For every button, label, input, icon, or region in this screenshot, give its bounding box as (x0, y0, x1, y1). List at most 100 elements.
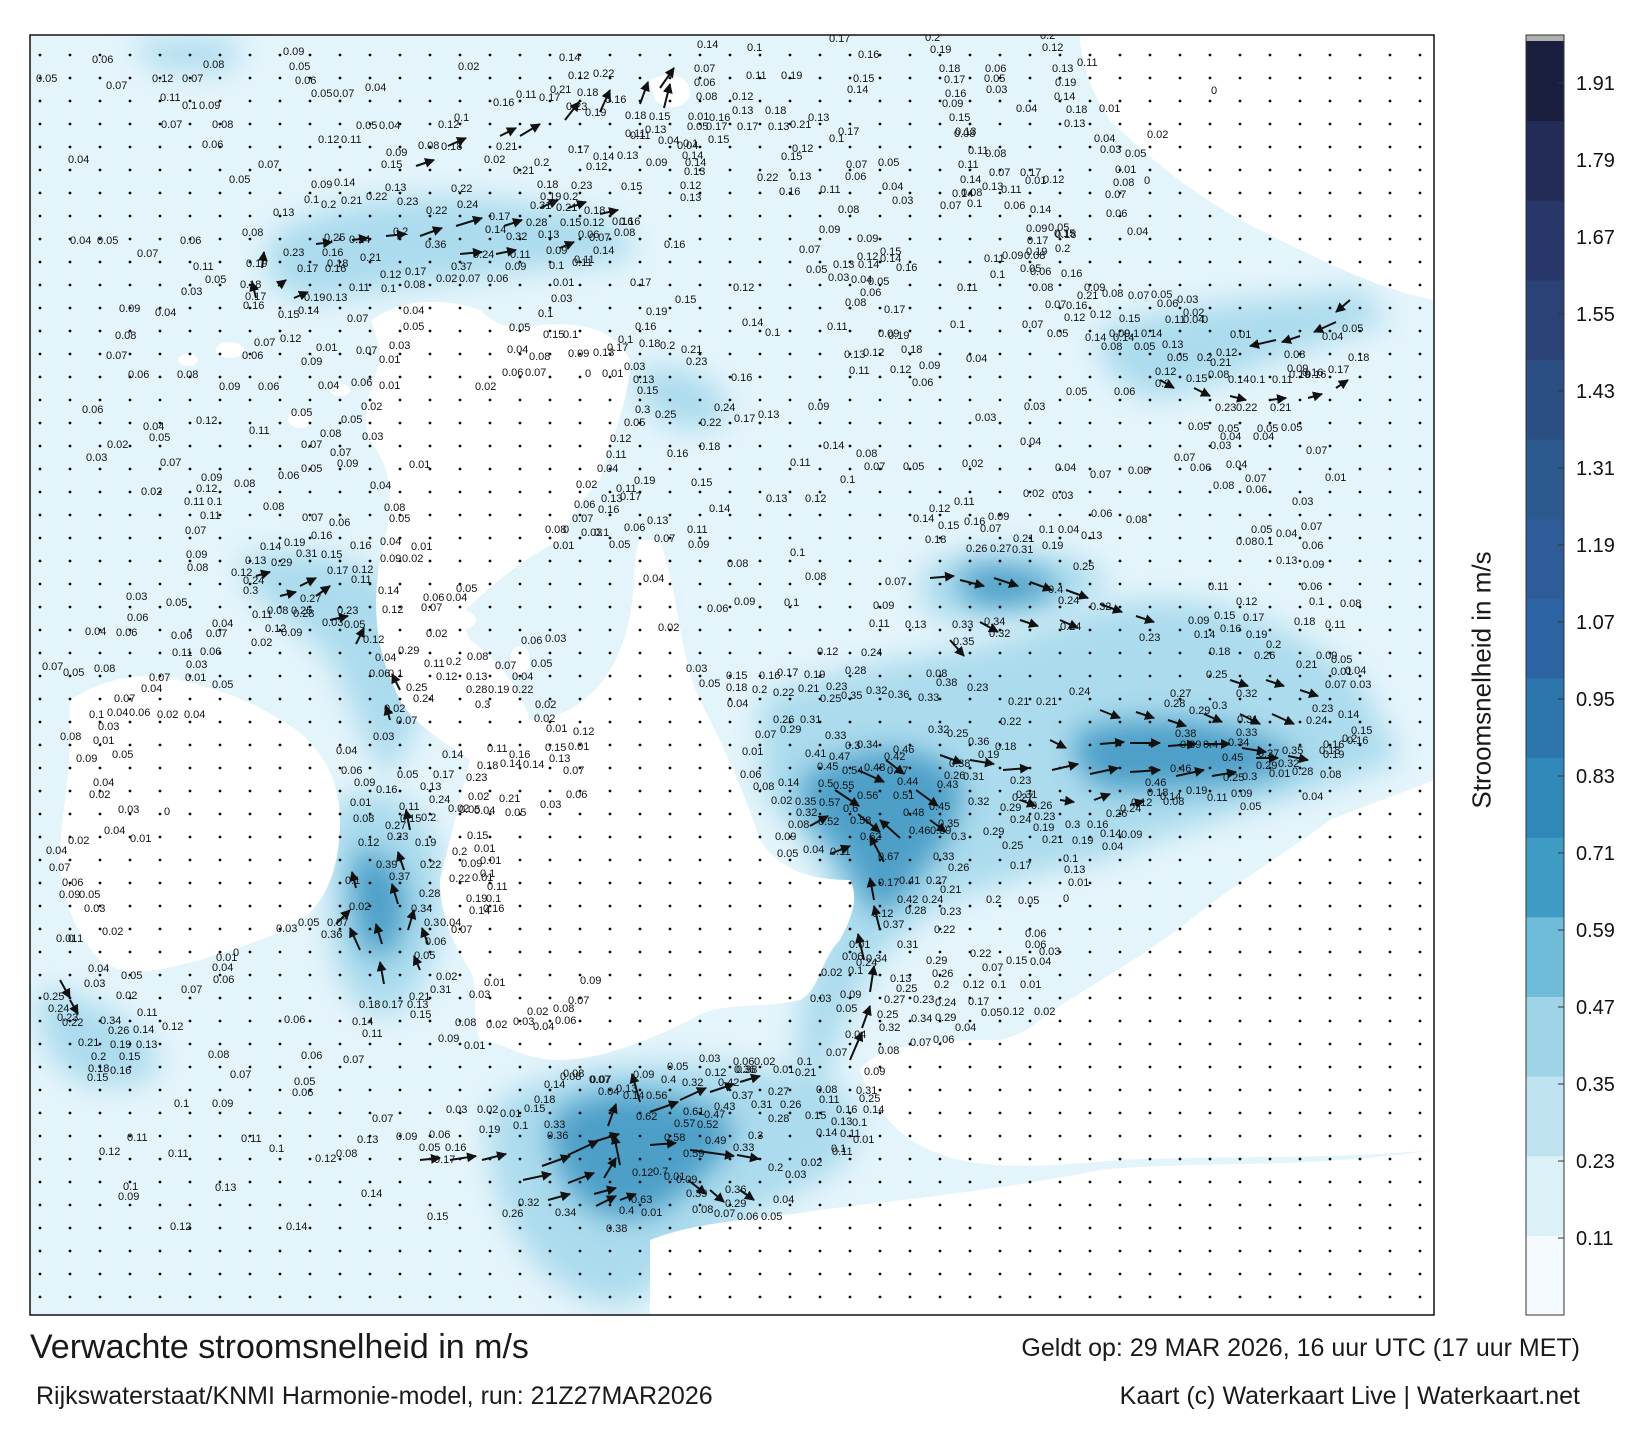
speed-label: 0.01 (664, 1171, 685, 1183)
speed-label: 0.2 (986, 894, 1001, 906)
speed-label: 0.06 (292, 1087, 313, 1099)
speed-label: 0.09 (1121, 829, 1142, 841)
colorbar-tick-label: 0.35 (1576, 1074, 1615, 1096)
speed-label: 0.07 (356, 345, 377, 357)
speed-label: 0.14 (1160, 791, 1181, 803)
speed-label: 0.52 (697, 1119, 718, 1131)
speed-label: 0.22 (449, 873, 470, 885)
current-arrow (1241, 745, 1267, 756)
speed-label: 0.02 (475, 381, 496, 393)
speed-label: 0.17 (539, 92, 560, 104)
speed-label: 0.14 (847, 84, 868, 96)
speed-label: 0.25 (1223, 772, 1244, 784)
colorbar-tick-label: 0.83 (1576, 766, 1615, 788)
speed-label: 0.09 (808, 401, 829, 413)
speed-label: 0.36 (734, 1064, 755, 1076)
speed-label: 0.05 (166, 597, 187, 609)
speed-label: 0.08 (384, 502, 405, 514)
speed-label: 0.16 (709, 112, 730, 124)
speed-label: 0.28 (905, 905, 926, 917)
speed-label: 0.14 (485, 224, 506, 236)
colorbar-band (1526, 1155, 1564, 1236)
speed-label: 0.04 (1345, 665, 1366, 677)
land-great-britain-north (365, 301, 630, 640)
speed-label: 0.21 (1008, 696, 1029, 708)
speed-label: 0.06 (502, 367, 523, 379)
speed-label: 0.1 (840, 474, 855, 486)
speed-label: 0.12 (573, 726, 594, 738)
current-arrow (329, 613, 349, 623)
speed-label: 0.12 (857, 251, 878, 263)
speed-label: 0.11 (1077, 57, 1098, 69)
speed-label: 0.05 (981, 1007, 1002, 1019)
speed-label: 0.16 (311, 530, 332, 542)
speed-label: 0.14 (682, 150, 703, 162)
speed-label: 0.4 (1048, 584, 1063, 596)
current-arrow (503, 218, 523, 228)
speed-label: 0.46 (1145, 777, 1166, 789)
speed-label: 0.15 (1119, 313, 1140, 325)
speed-label: 0.06 (1004, 200, 1025, 212)
speed-label: 0.24 (48, 1003, 69, 1015)
speed-label: 0.36 (425, 239, 446, 251)
speed-label: 0.17 (706, 121, 727, 133)
speed-label: 0.17 (382, 999, 403, 1011)
speed-label: 0.19 (888, 330, 909, 342)
speed-label: 0.12 (1064, 312, 1085, 324)
speed-label: 0.19 (1055, 77, 1076, 89)
current-arrow (559, 240, 575, 251)
speed-label: 0.12 (568, 70, 589, 82)
speed-label: 0.09 (438, 1033, 459, 1045)
speed-label: 0.02 (962, 458, 983, 470)
speed-label: 0.15 (1006, 955, 1027, 967)
colorbar-band (1526, 837, 1564, 918)
speed-label: 0.17 (838, 126, 859, 138)
speed-label: 0.07 (572, 513, 593, 525)
speed-label: 0.26 (773, 714, 794, 726)
map-subtitle: Rijkswaterstaat/KNMI Harmonie-model, run… (36, 1382, 713, 1410)
speed-label: 0.11 (820, 184, 841, 196)
speed-label: 0.33 (933, 851, 954, 863)
speed-label: 0.03 (126, 591, 147, 603)
colorbar-bands (1526, 41, 1564, 1316)
speed-label: 0.57 (819, 797, 840, 809)
speed-label: 0.21 (798, 683, 819, 695)
speed-label: 0.16 (322, 247, 343, 259)
colorbar-band (1526, 757, 1564, 838)
speed-label: 0.28 (466, 684, 487, 696)
current-arrow (1249, 339, 1277, 349)
speed-label: 0.11 (399, 801, 420, 813)
speed-label: 0.05 (531, 658, 552, 670)
speed-label: 0.03 (1024, 401, 1045, 413)
speed-label: 0.11 (1207, 792, 1228, 804)
speed-label: 0.08 (208, 1049, 229, 1061)
speed-label: 0.05 (291, 407, 312, 419)
speed-label: 0.18 (625, 110, 646, 122)
speed-label: 0.12 (436, 671, 457, 683)
speed-label: 0.11 (790, 457, 811, 469)
speed-label: 0.11 (1001, 184, 1022, 196)
speed-label: 0.09 (1084, 282, 1105, 294)
speed-label: 0.02 (1147, 129, 1168, 141)
speed-label: 0.16 (964, 516, 985, 528)
speed-label: 0.24 (243, 575, 264, 587)
speed-label: 0.2 (752, 684, 767, 696)
current-arrow (1049, 739, 1067, 749)
speed-label: 0.11 (341, 134, 362, 146)
speed-label: 0.31 (530, 200, 551, 212)
speed-label: 0.17 (1243, 612, 1264, 624)
speed-label: 0.47 (887, 765, 908, 777)
speed-label: 0.13 (680, 192, 701, 204)
speed-label: 0.16 (509, 749, 530, 761)
speed-label: 0.23 (387, 831, 408, 843)
current-arrow (499, 127, 517, 137)
speed-label: 0.38 (1175, 728, 1196, 740)
speed-label: 0.07 (654, 533, 675, 545)
speed-label: 0.04 (93, 777, 114, 789)
speed-label: 0.25 (859, 1093, 880, 1105)
speed-label: 0.22 (934, 924, 955, 936)
speed-label: 0.05 (509, 322, 530, 334)
speed-label: 0.11 (252, 609, 273, 621)
speed-label: 0.09 (1287, 363, 1308, 375)
map-credits: Kaart (c) Waterkaart Live | Waterkaart.n… (1119, 1382, 1580, 1410)
